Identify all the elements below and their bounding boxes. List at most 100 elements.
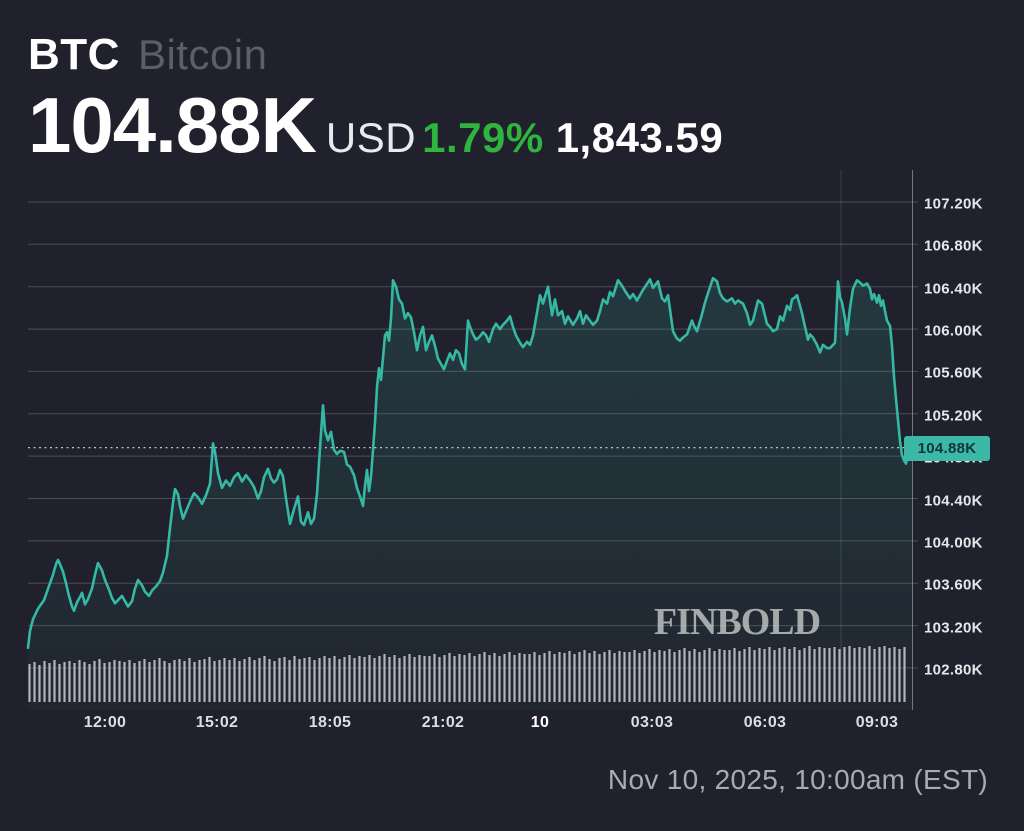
volume-bar: [663, 651, 666, 702]
volume-bar: [418, 655, 421, 702]
volume-bar: [258, 658, 261, 702]
volume-bar: [193, 662, 196, 702]
volume-bar: [278, 658, 281, 702]
volume-bar: [813, 649, 816, 702]
volume-bar: [368, 655, 371, 702]
volume-bar: [328, 658, 331, 702]
volume-bar: [253, 660, 256, 702]
volume-bar: [453, 656, 456, 702]
price-chart-plot[interactable]: [26, 170, 918, 710]
volume-bar: [333, 656, 336, 702]
volume-bar: [548, 651, 551, 702]
volume-bar: [568, 651, 571, 702]
volume-bar: [558, 652, 561, 702]
volume-bar: [838, 649, 841, 702]
volume-bar: [198, 660, 201, 702]
volume-bar: [83, 662, 86, 702]
volume-bar: [758, 648, 761, 702]
y-tick-label: 104.00K: [924, 534, 983, 552]
volume-bar: [653, 652, 656, 702]
volume-bar: [553, 654, 556, 702]
asset-symbol: BTC: [28, 30, 120, 79]
x-tick-label: 09:03: [855, 714, 899, 731]
y-tick-label: 102.80K: [924, 661, 983, 679]
volume-bar: [643, 651, 646, 702]
volume-bar: [218, 660, 221, 702]
volume-bar: [208, 657, 211, 702]
volume-bar: [128, 660, 131, 702]
current-price-badge: 104.88K: [904, 436, 990, 461]
volume-bar: [818, 647, 821, 702]
volume-bar: [398, 658, 401, 702]
volume-bar: [68, 661, 71, 702]
volume-bar: [28, 664, 31, 702]
volume-bar: [488, 655, 491, 702]
volume-bar: [828, 648, 831, 702]
volume-bar: [723, 650, 726, 702]
change-absolute: 1,843.59: [555, 114, 724, 161]
volume-bar: [363, 657, 366, 702]
volume-bar: [318, 658, 321, 702]
volume-bar: [123, 662, 126, 702]
volume-bar: [393, 655, 396, 702]
volume-bar: [793, 647, 796, 702]
volume-bar: [38, 665, 41, 702]
volume-bar: [633, 650, 636, 702]
volume-bar: [853, 648, 856, 702]
volume-bar: [678, 650, 681, 702]
volume-bar: [113, 660, 116, 702]
volume-bar: [423, 656, 426, 702]
y-tick-label: 103.20K: [924, 619, 983, 637]
volume-bar: [523, 654, 526, 702]
volume-bar: [778, 648, 781, 702]
volume-bars: [28, 646, 906, 702]
volume-bar: [63, 662, 66, 702]
volume-bar: [673, 652, 676, 702]
volume-bar: [833, 647, 836, 702]
volume-bar: [243, 659, 246, 702]
volume-bar: [533, 652, 536, 702]
volume-bar: [468, 653, 471, 702]
volume-bar: [178, 659, 181, 702]
volume-bar: [263, 656, 266, 702]
x-tick-label: 21:02: [421, 714, 465, 731]
x-tick-label: 12:00: [83, 714, 127, 731]
volume-bar: [718, 649, 721, 702]
volume-bar: [883, 646, 886, 702]
volume-bar: [143, 659, 146, 702]
volume-bar: [203, 659, 206, 702]
volume-bar: [823, 648, 826, 702]
volume-bar: [658, 650, 661, 702]
volume-bar: [563, 653, 566, 702]
volume-bar: [308, 657, 311, 702]
volume-bar: [118, 661, 121, 702]
volume-bar: [428, 656, 431, 702]
volume-bar: [648, 649, 651, 702]
volume-bar: [638, 653, 641, 702]
finbold-watermark: FINBOLD: [653, 601, 821, 643]
volume-bar: [518, 653, 521, 702]
volume-bar: [888, 648, 891, 702]
volume-bar: [483, 652, 486, 702]
volume-bar: [773, 650, 776, 702]
volume-bar: [73, 663, 76, 702]
volume-bar: [903, 647, 906, 702]
volume-bar: [88, 664, 91, 702]
volume-bar: [738, 651, 741, 702]
volume-bar: [448, 653, 451, 702]
volume-bar: [593, 651, 596, 702]
volume-bar: [303, 658, 306, 702]
price-chart-svg[interactable]: [26, 170, 918, 710]
volume-bar: [768, 647, 771, 702]
volume-bar: [223, 658, 226, 702]
volume-bar: [683, 648, 686, 702]
volume-bar: [573, 654, 576, 702]
volume-bar: [358, 656, 361, 702]
volume-bar: [343, 657, 346, 702]
volume-bar: [213, 661, 216, 702]
volume-bar: [58, 664, 61, 702]
y-tick-label: 106.80K: [924, 237, 983, 255]
x-tick-label: 15:02: [195, 714, 239, 731]
volume-bar: [543, 653, 546, 702]
volume-bar: [628, 652, 631, 702]
